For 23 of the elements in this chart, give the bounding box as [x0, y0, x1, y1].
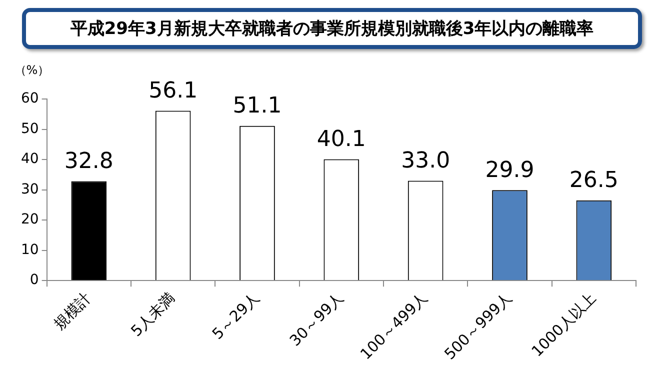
x-tick-label: 100～499人 — [356, 288, 432, 364]
bar — [71, 181, 107, 280]
data-label: 29.9 — [485, 158, 534, 183]
y-axis-title: （%） — [14, 63, 50, 78]
data-label: 56.1 — [148, 78, 198, 104]
chart-title: 平成29年3月新規大卒就職者の事業所規模別就職後3年以内の離職率 — [22, 8, 642, 49]
x-tick-label: 5～29人 — [208, 288, 263, 343]
y-tick-label: 60 — [20, 90, 39, 107]
x-tick-label: 5人未満 — [127, 288, 179, 340]
data-label: 40.1 — [316, 126, 366, 152]
y-tick-label: 30 — [20, 181, 39, 198]
y-tick-label: 50 — [20, 120, 39, 137]
x-tick-label: 30～99人 — [286, 288, 347, 350]
data-label: 33.0 — [401, 148, 450, 174]
y-tick-label: 40 — [20, 151, 39, 168]
x-tick-label: 500～999人 — [440, 288, 516, 364]
x-tick-label: 規模計 — [50, 288, 94, 334]
data-label: 26.5 — [569, 168, 618, 194]
y-tick-label: 20 — [20, 212, 39, 228]
y-tick-label: 0 — [30, 272, 39, 288]
data-label: 51.1 — [232, 94, 282, 119]
data-label: 32.8 — [64, 149, 114, 174]
y-tick-label: 10 — [20, 242, 39, 258]
